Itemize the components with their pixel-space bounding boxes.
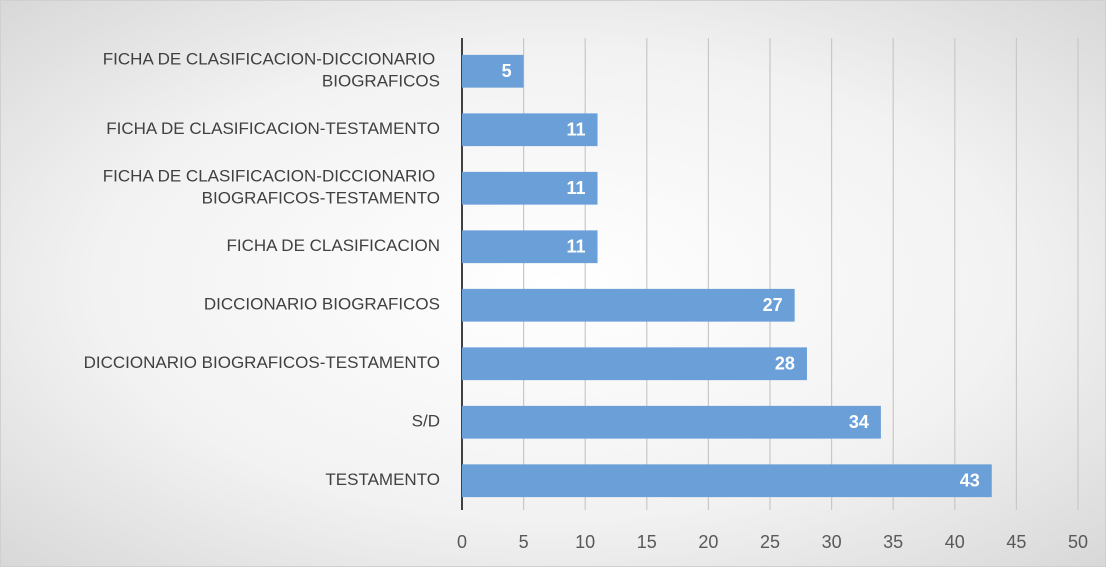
data-label: 11 [566, 178, 585, 198]
data-label: 34 [849, 412, 869, 432]
label-line: FICHA DE CLASIFICACION-DICCIONARIO [103, 167, 440, 186]
bar [462, 230, 598, 264]
x-tick-label: 45 [1006, 532, 1026, 552]
x-tick-label: 10 [575, 532, 595, 552]
x-tick-label: 30 [822, 532, 842, 552]
label-line: BIOGRAFICOS-TESTAMENTO [202, 189, 440, 208]
y-tick-label: DICCIONARIO BIOGRAFICOS-TESTAMENTO [84, 353, 440, 372]
data-label: 27 [763, 295, 783, 315]
data-label: 11 [566, 237, 585, 257]
y-tick-label: DICCIONARIO BIOGRAFICOS [204, 295, 440, 314]
bar [462, 347, 807, 381]
y-tick-label: FICHA DE CLASIFICACION-DICCIONARIO BIOGR… [103, 50, 440, 91]
x-tick-label: 5 [519, 532, 529, 552]
x-tick-label: 0 [457, 532, 467, 552]
x-tick-label: 15 [637, 532, 657, 552]
data-label: 11 [566, 120, 585, 140]
x-tick-label: 50 [1068, 532, 1088, 552]
data-label: 5 [502, 61, 512, 81]
label-line: BIOGRAFICOS [322, 72, 440, 91]
y-tick-label: FICHA DE CLASIFICACION-TESTAMENTO [106, 119, 440, 138]
bar [462, 171, 598, 205]
bar [462, 464, 992, 498]
x-tick-label: 20 [698, 532, 718, 552]
bar [462, 405, 881, 439]
x-tick-label: 25 [760, 532, 780, 552]
label-line: FICHA DE CLASIFICACION-DICCIONARIO [103, 50, 440, 69]
bar [462, 288, 795, 322]
data-label: 28 [775, 354, 795, 374]
bar [462, 54, 524, 88]
data-label: 43 [960, 471, 980, 491]
x-tick-label: 35 [883, 532, 903, 552]
y-tick-label: FICHA DE CLASIFICACION [227, 236, 440, 255]
y-tick-label: S/D [412, 412, 440, 431]
bar [462, 113, 598, 147]
x-tick-label: 40 [945, 532, 965, 552]
y-tick-label: FICHA DE CLASIFICACION-DICCIONARIO BIOGR… [103, 167, 440, 208]
y-tick-label: TESTAMENTO [325, 470, 440, 489]
